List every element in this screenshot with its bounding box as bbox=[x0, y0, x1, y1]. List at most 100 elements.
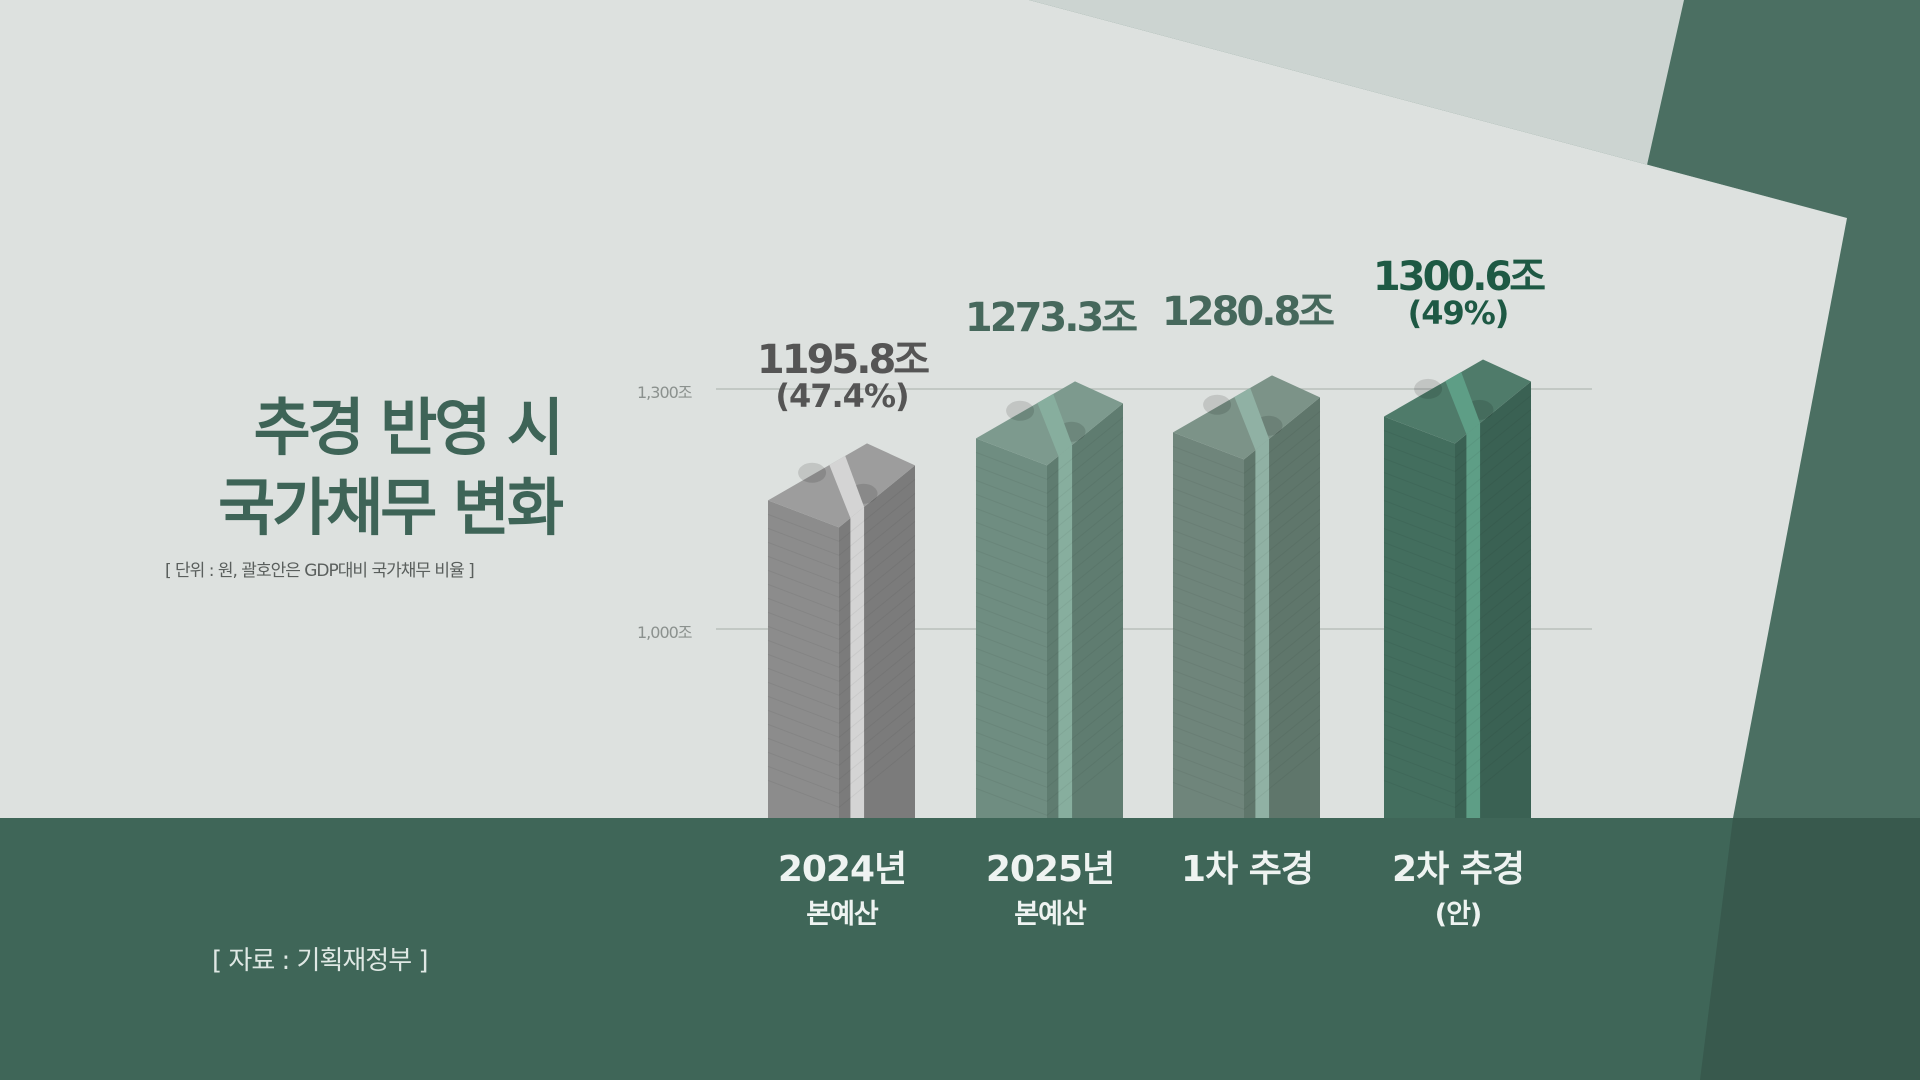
category-sublabel: 본예산 bbox=[806, 899, 879, 930]
value-label: 1195.8조 bbox=[756, 337, 930, 384]
bar-layer-line bbox=[1383, 577, 1532, 641]
bar-left-face bbox=[768, 500, 839, 818]
bar-layer-line bbox=[1172, 676, 1321, 740]
bar-strap-top bbox=[1037, 393, 1073, 457]
value-label: 1280.8조 bbox=[1161, 289, 1335, 336]
bar-layer-line bbox=[1172, 536, 1321, 600]
bar-layer-line bbox=[767, 478, 916, 542]
bar-strap-side bbox=[850, 506, 865, 818]
ytick-label-1000: 1,000조 bbox=[637, 623, 693, 642]
category-sublabel: 본예산 bbox=[1014, 899, 1087, 930]
bar-layer-line bbox=[767, 660, 916, 724]
bar-layer-line bbox=[767, 730, 916, 794]
bar-layer-line bbox=[1383, 451, 1532, 515]
bar-1 bbox=[975, 381, 1124, 818]
bar-layer-line bbox=[767, 716, 916, 780]
source-note: [ 자료 : 기획재정부 ] bbox=[212, 946, 429, 976]
bar-layer-line bbox=[1383, 675, 1532, 739]
title-line-2: 국가채무 변화 bbox=[218, 471, 564, 544]
bar-layer-line bbox=[975, 528, 1124, 592]
bar-layer-line bbox=[767, 744, 916, 808]
bar-layer-line bbox=[1383, 717, 1532, 781]
bar-layer-line bbox=[1383, 465, 1532, 529]
bar-layer-line bbox=[767, 646, 916, 710]
bar-layer-line bbox=[1172, 494, 1321, 558]
bar-layer-line bbox=[1172, 732, 1321, 796]
bar-layer-line bbox=[975, 654, 1124, 718]
bill-seal-icon bbox=[1203, 394, 1232, 415]
bar-layer-line bbox=[975, 542, 1124, 606]
bar-layer-line bbox=[767, 492, 916, 556]
bar-layer-line bbox=[767, 590, 916, 654]
bar-layer-line bbox=[1172, 648, 1321, 712]
bar-layer-line bbox=[1172, 424, 1321, 488]
value-label: 1273.3조 bbox=[964, 295, 1138, 342]
bar-layer-line bbox=[1383, 633, 1532, 697]
bar-layer-line bbox=[1172, 480, 1321, 544]
bar-layer-line bbox=[1172, 466, 1321, 530]
bar-layer-line bbox=[1172, 522, 1321, 586]
bar-layer-line bbox=[1383, 423, 1532, 487]
bar-layer-line bbox=[1383, 689, 1532, 753]
bar-strap-top bbox=[1234, 387, 1270, 451]
bar-layer-line bbox=[975, 710, 1124, 774]
bar-layer-line bbox=[1172, 662, 1321, 726]
bar-layer-line bbox=[975, 724, 1124, 788]
bar-layer-line bbox=[767, 506, 916, 570]
category-sublabel: (안) bbox=[1434, 899, 1483, 930]
bar-layer-line bbox=[975, 416, 1124, 480]
bar-layer-line bbox=[975, 472, 1124, 536]
bar-layer-line bbox=[1383, 535, 1532, 599]
bar-strap-top bbox=[1445, 372, 1481, 435]
bar-layer-line bbox=[1172, 606, 1321, 670]
bar-layer-line bbox=[975, 514, 1124, 578]
bar-layer-line bbox=[767, 562, 916, 626]
bar-layer-line bbox=[1172, 410, 1321, 474]
bar-layer-line bbox=[767, 702, 916, 766]
bar-layer-line bbox=[1383, 661, 1532, 725]
bar-2 bbox=[1172, 375, 1321, 818]
bar-layer-line bbox=[767, 674, 916, 738]
value-label: 1300.6조 bbox=[1372, 253, 1546, 300]
bar-layer-line bbox=[1383, 703, 1532, 767]
bar-layer-line bbox=[1383, 409, 1532, 473]
bar-layer-line bbox=[975, 612, 1124, 676]
bar-layer-line bbox=[1172, 634, 1321, 698]
bar-layer-line bbox=[1383, 745, 1532, 809]
bar-layer-line bbox=[975, 458, 1124, 522]
bar-layer-line bbox=[1172, 508, 1321, 572]
bar-layer-line bbox=[1172, 746, 1321, 810]
bar-layer-line bbox=[1383, 479, 1532, 543]
ratio-label: (47.4%) bbox=[775, 377, 909, 416]
bar-3 bbox=[1383, 359, 1532, 818]
bar-layer-line bbox=[1172, 704, 1321, 768]
bar-layer-line bbox=[1383, 507, 1532, 571]
bar-left-face bbox=[1384, 416, 1455, 818]
bar-layer-line bbox=[767, 604, 916, 668]
bar-layer-line bbox=[975, 640, 1124, 704]
bar-left-face bbox=[976, 438, 1047, 818]
bar-strap-side bbox=[1255, 438, 1270, 818]
bill-seal-icon bbox=[798, 462, 827, 483]
bar-layer-line bbox=[1172, 438, 1321, 502]
bar-layer-line bbox=[1172, 452, 1321, 516]
bar-layer-line bbox=[975, 500, 1124, 564]
bar-layer-line bbox=[1383, 605, 1532, 669]
bar-layer-line bbox=[1172, 592, 1321, 656]
bar-layer-line bbox=[975, 598, 1124, 662]
bar-layer-line bbox=[1383, 521, 1532, 585]
bill-seal-icon bbox=[1006, 400, 1035, 421]
bar-layer-line bbox=[1383, 493, 1532, 557]
unit-note: [ 단위 : 원, 괄호안은 GDP대비 국가채무 비율 ] bbox=[165, 561, 475, 581]
ratio-label: (49%) bbox=[1407, 293, 1510, 332]
bar-layer-line bbox=[1383, 549, 1532, 613]
bar-layer-line bbox=[1383, 619, 1532, 683]
bar-layer-line bbox=[975, 738, 1124, 802]
bar-layer-line bbox=[1172, 620, 1321, 684]
bar-layer-line bbox=[1383, 563, 1532, 627]
bar-layer-line bbox=[1172, 550, 1321, 614]
bar-layer-line bbox=[975, 486, 1124, 550]
bar-layer-line bbox=[767, 688, 916, 752]
category-label: 2025년 bbox=[985, 849, 1115, 890]
